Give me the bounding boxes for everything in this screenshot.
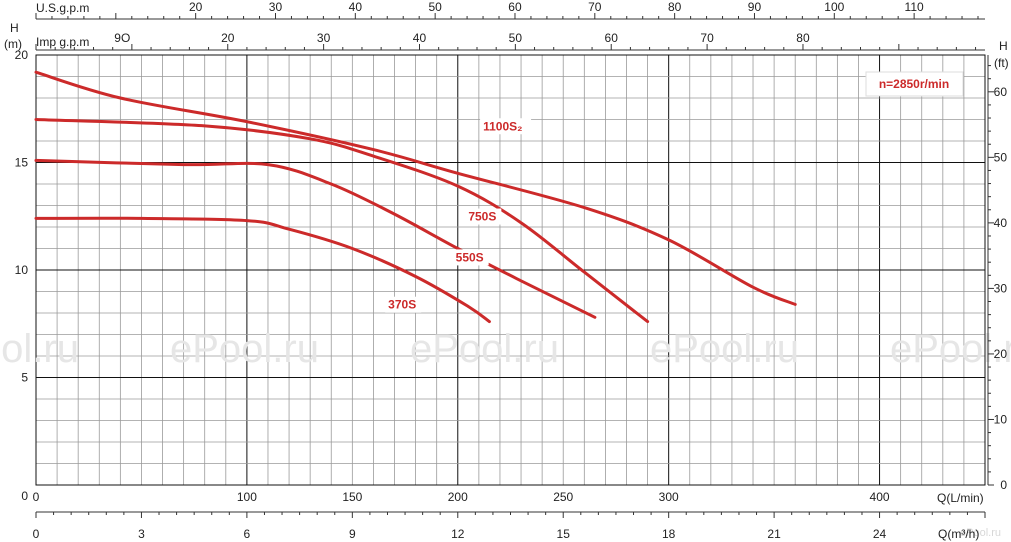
m3h-tick-label: 15 bbox=[557, 527, 571, 541]
speed-badge-text: n=2850r/min bbox=[879, 77, 949, 91]
x-tick-label: 100 bbox=[237, 490, 257, 504]
curve-label-bg bbox=[385, 296, 422, 313]
impgpm-tick-label: 80 bbox=[796, 31, 810, 45]
curve-label: 370S bbox=[388, 298, 416, 312]
usgpm-tick-label: 50 bbox=[428, 0, 442, 14]
usgpm-tick-label: 70 bbox=[588, 0, 602, 14]
usgpm-tick-label: 30 bbox=[269, 0, 283, 14]
impgpm-tick-label: 50 bbox=[509, 31, 523, 45]
m3h-tick-label: 9 bbox=[349, 527, 356, 541]
usgpm-tick-label: 100 bbox=[824, 0, 844, 14]
impgpm-axis-title: Imp g.p.m bbox=[36, 35, 89, 49]
y-tick-label-m: 20 bbox=[15, 48, 29, 62]
x-tick-label: 200 bbox=[448, 490, 468, 504]
watermark-small: ePool.ru bbox=[960, 527, 1001, 539]
y-axis-m-unit: (m) bbox=[4, 37, 22, 51]
y-tick-label-m: 10 bbox=[15, 263, 29, 277]
impgpm-tick-label: 9O bbox=[114, 31, 130, 45]
m3h-tick-label: 0 bbox=[33, 527, 40, 541]
impgpm-tick-label: 70 bbox=[700, 31, 714, 45]
ft-tick-label: 60 bbox=[994, 85, 1008, 99]
ft-tick-label: 50 bbox=[994, 150, 1008, 164]
usgpm-tick-label: 20 bbox=[189, 0, 203, 14]
m3h-tick-label: 24 bbox=[873, 527, 887, 541]
watermark-layer: ePool.ru ePool.ru ePool.ru ePool.ru ePool.ru… bbox=[0, 327, 1011, 539]
y-axis-m-title: H bbox=[10, 21, 19, 35]
m3h-tick-label: 21 bbox=[767, 527, 781, 541]
x-tick-label: 250 bbox=[553, 490, 573, 504]
curve-750s bbox=[34, 118, 650, 324]
y-axis-ft-title: H bbox=[999, 39, 1008, 53]
impgpm-tick-label: 40 bbox=[413, 31, 427, 45]
watermark-text: ePool.ru bbox=[650, 327, 799, 371]
usgpm-tick-label: 40 bbox=[349, 0, 363, 14]
ft-tick-label: 40 bbox=[994, 216, 1008, 230]
y-tick-label-m: 0 bbox=[21, 489, 28, 503]
ft-tick-label: 10 bbox=[994, 412, 1008, 426]
x-axis-title: Q(L/min) bbox=[937, 491, 984, 505]
curve-1100s bbox=[34, 70, 797, 306]
x-tick-label: 150 bbox=[342, 490, 362, 504]
watermark-text: ePool.ru bbox=[170, 327, 319, 371]
usgpm-axis-title: U.S.g.p.m bbox=[36, 1, 89, 15]
m3h-tick-label: 6 bbox=[244, 527, 251, 541]
curve-550s bbox=[34, 158, 597, 319]
curve-label-bg bbox=[452, 249, 489, 266]
m3h-tick-label: 18 bbox=[662, 527, 676, 541]
x-tick-label: 0 bbox=[33, 490, 40, 504]
y-tick-label-m: 15 bbox=[15, 156, 29, 170]
curve-label-bg bbox=[480, 118, 532, 135]
curve-label-bg bbox=[465, 208, 502, 225]
curves bbox=[34, 70, 797, 324]
m3h-tick-label: 12 bbox=[451, 527, 465, 541]
watermark-text: ePool.ru bbox=[0, 327, 79, 371]
curve-label: 1100S₂ bbox=[483, 119, 522, 133]
plot-frame bbox=[35, 54, 986, 486]
impgpm-tick-label: 30 bbox=[317, 31, 331, 45]
ft-tick-label: 30 bbox=[994, 281, 1008, 295]
watermark-text: ePool.ru bbox=[890, 327, 1011, 371]
usgpm-tick-label: 90 bbox=[748, 0, 762, 14]
speed-badge: n=2850r/min bbox=[865, 71, 964, 97]
usgpm-tick-label: 110 bbox=[905, 0, 924, 14]
curve-labels: 1100S₂ 750S 550S 370S bbox=[385, 118, 532, 313]
curve-label: 750S bbox=[468, 210, 496, 224]
y-tick-label-m: 5 bbox=[21, 371, 28, 385]
curve-370s bbox=[34, 216, 491, 324]
y-axis-ft-unit: (ft) bbox=[994, 56, 1009, 70]
impgpm-tick-label: 20 bbox=[221, 31, 235, 45]
impgpm-tick-label: 60 bbox=[605, 31, 619, 45]
ft-tick-label: 20 bbox=[994, 347, 1008, 361]
x-axis-m3h-title: Q(m³/h) bbox=[938, 527, 979, 541]
usgpm-tick-label: 80 bbox=[668, 0, 682, 14]
m3h-tick-label: 3 bbox=[138, 527, 145, 541]
curve-label: 550S bbox=[456, 250, 484, 264]
usgpm-tick-label: 60 bbox=[508, 0, 522, 14]
ft-tick-label: 0 bbox=[1000, 478, 1007, 492]
x-tick-label: 400 bbox=[870, 490, 890, 504]
watermark-text: ePool.ru bbox=[410, 327, 559, 371]
x-tick-label: 300 bbox=[659, 490, 679, 504]
